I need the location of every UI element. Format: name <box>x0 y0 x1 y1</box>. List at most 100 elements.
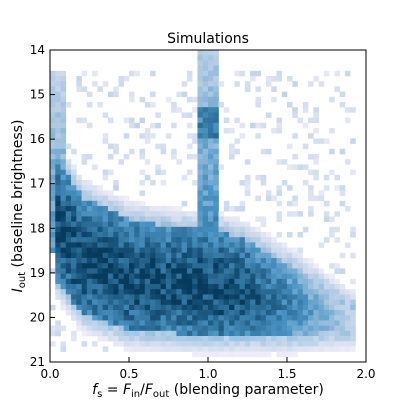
heatmap-cell <box>265 320 272 326</box>
heatmap-cell <box>208 320 214 326</box>
heatmap-cell <box>350 330 356 337</box>
heatmap-cell <box>139 247 146 254</box>
heatmap-cell <box>71 174 77 181</box>
heatmap-cell <box>197 117 204 124</box>
heatmap-cell <box>308 325 314 332</box>
heatmap-cell <box>129 211 135 217</box>
heatmap-cell <box>287 299 293 306</box>
heatmap-cell <box>160 325 167 332</box>
heatmap-cell <box>186 299 193 306</box>
heatmap-cell <box>329 315 335 321</box>
heatmap-cell <box>134 211 140 217</box>
heatmap-cell <box>202 133 209 139</box>
heatmap-cell <box>118 232 125 238</box>
heatmap-cell <box>239 315 246 321</box>
heatmap-cell <box>297 299 304 306</box>
heatmap-cell <box>255 216 261 222</box>
heatmap-cell <box>129 122 135 129</box>
heatmap-cell <box>334 330 340 337</box>
heatmap-cell <box>339 268 346 274</box>
heatmap-cell <box>102 336 109 342</box>
heatmap-cell <box>144 325 151 332</box>
heatmap-cell <box>76 216 82 222</box>
heatmap-cell <box>123 258 130 264</box>
heatmap-cell <box>244 185 251 191</box>
heatmap-cell <box>329 284 335 290</box>
heatmap-cell <box>176 346 182 352</box>
heatmap-cell <box>155 304 161 311</box>
heatmap-cell <box>287 143 293 150</box>
heatmap-cell <box>50 76 56 82</box>
heatmap-cell <box>134 289 140 295</box>
heatmap-cell <box>202 128 209 134</box>
heatmap-cell <box>250 341 256 347</box>
heatmap-cell <box>202 289 209 295</box>
heatmap-cell <box>297 320 304 326</box>
heatmap-cell <box>229 148 235 155</box>
heatmap-cell <box>181 278 188 285</box>
heatmap-cell <box>229 221 235 228</box>
heatmap-cell <box>271 304 277 311</box>
heatmap-cell <box>55 133 61 139</box>
heatmap-cell <box>318 336 325 342</box>
heatmap-cell <box>139 330 146 337</box>
heatmap-cell <box>192 252 198 259</box>
heatmap-cell <box>244 341 251 347</box>
heatmap-cell <box>223 252 230 259</box>
heatmap-cell <box>229 128 235 134</box>
heatmap-cell <box>208 117 214 124</box>
heatmap-cell <box>86 200 93 207</box>
heatmap-cell <box>281 346 288 352</box>
heatmap-cell <box>129 206 135 212</box>
heatmap-cell <box>313 76 319 82</box>
heatmap-cell <box>113 232 119 238</box>
heatmap-cell <box>129 237 135 243</box>
heatmap-cell <box>197 284 204 290</box>
heatmap-cell <box>244 346 251 352</box>
heatmap-cell <box>202 211 209 217</box>
heatmap-cell <box>318 315 325 321</box>
heatmap-cell <box>144 258 151 264</box>
heatmap-cell <box>65 237 72 243</box>
heatmap-cell <box>86 268 93 274</box>
heatmap-cell <box>276 310 283 316</box>
heatmap-cell <box>107 315 114 321</box>
heatmap-cell <box>181 263 188 269</box>
heatmap-cell <box>60 159 67 165</box>
heatmap-cell <box>92 237 98 243</box>
heatmap-cell <box>113 330 119 337</box>
heatmap-cell <box>160 237 167 243</box>
heatmap-cell <box>202 76 209 82</box>
heatmap-cell <box>76 76 82 82</box>
heatmap-cell <box>118 315 125 321</box>
heatmap-cell <box>276 346 283 352</box>
heatmap-cell <box>208 221 214 228</box>
heatmap-cell <box>102 200 109 207</box>
heatmap-cell <box>107 226 114 233</box>
heatmap-cell <box>313 315 319 321</box>
heatmap-cell <box>65 211 72 217</box>
heatmap-cell <box>107 336 114 342</box>
heatmap-cell <box>144 247 151 254</box>
heatmap-cell <box>229 304 235 311</box>
heatmap-cell <box>350 315 356 321</box>
heatmap-cell <box>334 289 340 295</box>
heatmap-cell <box>250 70 256 77</box>
heatmap-cell <box>308 263 314 269</box>
heatmap-cell <box>244 226 251 233</box>
heatmap-cell <box>123 325 130 332</box>
heatmap-cell <box>260 325 267 332</box>
heatmap-cell <box>244 310 251 316</box>
heatmap-cell <box>239 242 246 248</box>
heatmap-cell <box>244 294 251 300</box>
heatmap-cell <box>297 336 304 342</box>
heatmap-cell <box>234 221 240 228</box>
heatmap-cell <box>202 112 209 118</box>
y-tick-label: 21 <box>30 355 45 369</box>
heatmap-cell <box>223 216 230 222</box>
heatmap-cell <box>197 206 204 212</box>
heatmap-cell <box>260 180 267 186</box>
heatmap-cell <box>76 232 82 238</box>
heatmap-cell <box>234 268 240 274</box>
heatmap-cell <box>302 320 309 326</box>
